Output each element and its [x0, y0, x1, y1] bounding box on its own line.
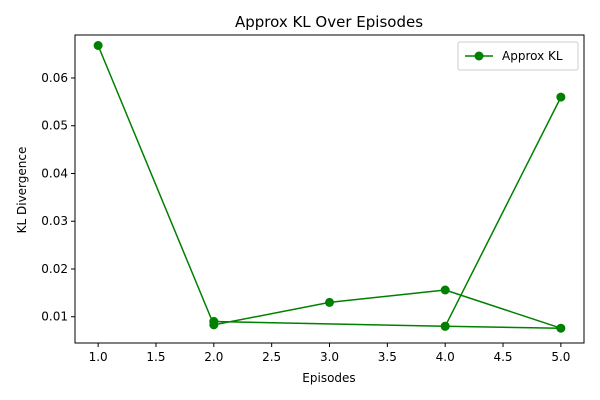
data-point: [440, 321, 450, 331]
x-tick-label: 4.0: [436, 350, 455, 364]
y-axis: 0.01 0.02 0.03 0.04 0.05 0.06: [41, 71, 75, 324]
data-point: [325, 297, 334, 307]
y-tick-label: 0.01: [41, 310, 68, 324]
plot-frame: [74, 34, 585, 344]
data-point: [440, 285, 450, 295]
x-axis-label: Episodes: [302, 371, 355, 385]
legend-marker: [474, 51, 484, 61]
x-tick-label: 4.5: [493, 350, 512, 364]
series-1: [93, 41, 566, 333]
legend-label: Approx KL: [502, 49, 563, 63]
x-tick-label: 1.5: [146, 350, 165, 364]
legend-frame: [457, 41, 579, 71]
y-tick-label: 0.02: [41, 262, 68, 276]
chart-title: Approx KL Over Episodes: [235, 13, 423, 31]
y-tick-label: 0.04: [41, 166, 68, 180]
x-tick-label: 2.5: [262, 350, 281, 364]
series-line: [97, 45, 562, 329]
data-point: [556, 92, 566, 102]
y-tick-label: 0.05: [41, 119, 68, 133]
x-tick-label: 1.0: [89, 350, 108, 364]
x-tick-label: 3.5: [378, 350, 397, 364]
y-tick-label: 0.03: [41, 214, 68, 228]
x-tick-label: 5.0: [551, 350, 570, 364]
legend: Approx KL: [457, 41, 579, 71]
x-axis: 1.0 1.5 2.0 2.5 3.0 3.5 4.0 4.5 5.0: [89, 343, 570, 364]
y-axis-label: KL Divergence: [15, 147, 29, 234]
plot-area: [74, 34, 585, 344]
x-tick-label: 2.0: [204, 350, 223, 364]
y-tick-label: 0.06: [41, 71, 68, 85]
data-point: [209, 317, 219, 327]
data-point: [556, 323, 566, 333]
x-tick-label: 3.0: [320, 350, 339, 364]
data-point: [93, 41, 103, 51]
